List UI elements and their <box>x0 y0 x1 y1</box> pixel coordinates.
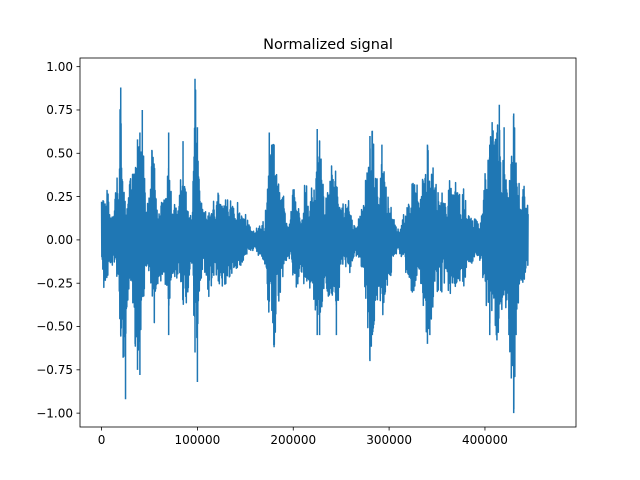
x-tick-label: 400000 <box>462 433 508 447</box>
chart-title: Normalized signal <box>263 37 393 53</box>
x-axis: 0 100000 200000 300000 400000 <box>98 427 508 447</box>
x-tick-label: 200000 <box>270 433 316 447</box>
y-tick-label: 0.50 <box>46 146 73 160</box>
y-tick-label: −0.50 <box>36 320 73 334</box>
y-tick-label: 0.75 <box>46 103 73 117</box>
plot-frame <box>79 57 577 428</box>
y-tick-label: 0.00 <box>46 233 73 247</box>
y-axis: −1.00 −0.75 −0.50 −0.25 0.00 0.25 0.50 0.75 1.00 <box>36 60 80 420</box>
y-tick-label: 1.00 <box>46 60 73 74</box>
y-tick-label: 0.25 <box>46 190 73 204</box>
y-tick-label: −0.25 <box>36 276 73 290</box>
series-layer <box>100 78 529 414</box>
x-tick-label: 0 <box>98 433 106 447</box>
x-tick-label: 100000 <box>175 433 221 447</box>
x-tick-label: 300000 <box>366 433 412 447</box>
signal-line <box>100 78 529 414</box>
y-tick-label: −1.00 <box>36 406 73 420</box>
y-tick-label: −0.75 <box>36 363 73 377</box>
plot-area: 0 100000 200000 300000 400000 −1.00 −0.75 −0.5… <box>36 57 577 447</box>
